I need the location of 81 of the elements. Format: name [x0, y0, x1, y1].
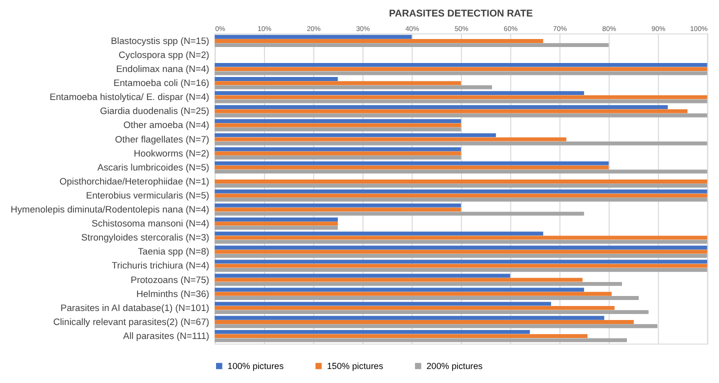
bar: [214, 334, 588, 338]
y-tick-label: Enterobius vermicularis (N=5): [86, 190, 210, 200]
bar: [214, 310, 649, 314]
legend-label: 200% pictures: [426, 360, 484, 371]
bar: [214, 151, 461, 156]
y-tick-label: Schistosoma mansoni (N=4): [92, 218, 210, 229]
bar: [214, 302, 552, 306]
bar: [214, 203, 461, 208]
bar: [214, 133, 496, 138]
y-tick-label: Other amoeba (N=4): [123, 120, 210, 130]
bar: [214, 278, 583, 282]
bar: [214, 77, 338, 81]
y-tick-label: Ascaris lumbricoides (N=5): [97, 162, 210, 172]
bar: [214, 232, 544, 236]
bar: [214, 222, 338, 226]
bar: [214, 330, 530, 334]
bar: [214, 198, 708, 202]
y-tick-label: Entamoeba histolytica/ E. dispar (N=4): [50, 92, 210, 102]
bar: [214, 99, 708, 104]
bar: [214, 324, 658, 328]
y-tick-label: Parasites in AI database(1) (N=101): [60, 302, 210, 313]
bar: [214, 165, 609, 170]
bar: [214, 212, 584, 216]
bar: [214, 91, 584, 96]
bar: [214, 34, 412, 39]
bar: [214, 218, 338, 222]
bar: [214, 194, 708, 198]
bar: [214, 105, 668, 110]
bar: [214, 306, 615, 310]
bar: [214, 113, 708, 118]
bar: [214, 62, 708, 67]
bar: [214, 292, 612, 296]
y-tick-label: Giardia duodenalis (N=25): [100, 106, 210, 116]
bar: [214, 246, 708, 250]
bar: [214, 282, 622, 286]
legend-label: 150% pictures: [326, 360, 384, 371]
bar: [214, 264, 708, 268]
y-tick-label: Protozoans (N=75): [130, 274, 210, 285]
chart-title: PARASITES DETECTION RATE: [389, 8, 534, 20]
bar: [214, 274, 510, 278]
y-tick-label: Endolimax nana (N=4): [116, 64, 210, 74]
bar: [214, 338, 627, 342]
y-tick-label: Strongyloides stercoralis (N=3): [81, 232, 210, 243]
bar: [214, 67, 708, 72]
bar: [214, 240, 708, 244]
bar: [214, 236, 708, 240]
bar: [214, 180, 708, 184]
bar: [214, 208, 461, 212]
bar: [214, 161, 609, 166]
bar: [214, 296, 639, 300]
bar: [214, 81, 461, 86]
y-tick-label: Clinically relevant parasites(2) (N=67): [53, 316, 210, 327]
legend-label: 100% pictures: [228, 360, 284, 371]
bar: [214, 316, 604, 320]
bar: [214, 268, 708, 272]
bar: [214, 141, 708, 146]
y-tick-label: Hookworms (N=2): [134, 148, 210, 158]
y-tick-label: Cyclospora spp (N=2): [118, 50, 210, 60]
bar: [214, 127, 461, 132]
y-tick-label: Trichuris trichiura (N=4): [112, 260, 210, 271]
y-tick-label: Hymenolepis diminuta/Rodentolepis nana (N=4): [10, 204, 210, 215]
y-tick-label: Entamoeba coli (N=16): [113, 78, 210, 88]
bar: [214, 189, 708, 194]
bar: [214, 260, 708, 264]
y-tick-label: All parasites (N=111): [123, 331, 210, 341]
bar: [214, 320, 634, 324]
y-tick-label: Other flagellates (N=7): [115, 134, 210, 144]
bar: [214, 43, 609, 48]
bar: [214, 137, 566, 142]
y-tick-label: Blastocystis spp (N=15): [110, 36, 210, 46]
y-tick-label: Helminths (N=36): [136, 288, 210, 299]
y-tick-label: Opisthorchidae/Heterophiidae (N=1): [59, 176, 210, 186]
bar: [214, 95, 708, 100]
bar: [214, 39, 544, 43]
bar: [214, 170, 708, 174]
bar: [214, 184, 708, 188]
bar: [214, 71, 708, 76]
bar: [214, 119, 461, 124]
bar: [214, 156, 461, 160]
y-tick-label: Taenia spp (N=8): [138, 246, 210, 257]
bar: [214, 254, 708, 258]
